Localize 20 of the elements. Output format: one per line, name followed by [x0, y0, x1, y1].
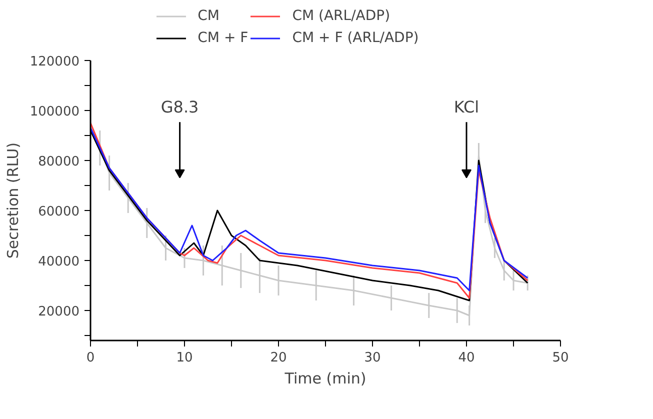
x-tick-label: 50: [552, 350, 569, 366]
y-tick-label: 20000: [38, 304, 80, 320]
y-tick-label: 80000: [38, 154, 80, 170]
y-tick-label: 60000: [38, 204, 80, 220]
x-tick-label: 40: [458, 350, 475, 366]
legend-label: CM + F (ARL/ADP): [292, 29, 419, 47]
annotation: KCl: [454, 98, 480, 116]
y-tick-label: 100000: [30, 104, 80, 120]
y-axis-title: Secretion (RLU): [4, 142, 22, 259]
legend-label: CM (ARL/ADP): [292, 7, 390, 25]
x-axis-title: Time (min): [284, 370, 366, 388]
legend-label: CM: [198, 7, 220, 25]
y-tick-label: 40000: [38, 254, 80, 270]
y-tick-label: 120000: [30, 54, 80, 70]
x-tick-label: 30: [364, 350, 381, 366]
x-tick-label: 10: [176, 350, 193, 366]
x-tick-label: 0: [86, 350, 95, 366]
annotation: G8.3: [160, 98, 199, 116]
legend-label: CM + F: [198, 29, 248, 47]
x-tick-label: 20: [270, 350, 287, 366]
